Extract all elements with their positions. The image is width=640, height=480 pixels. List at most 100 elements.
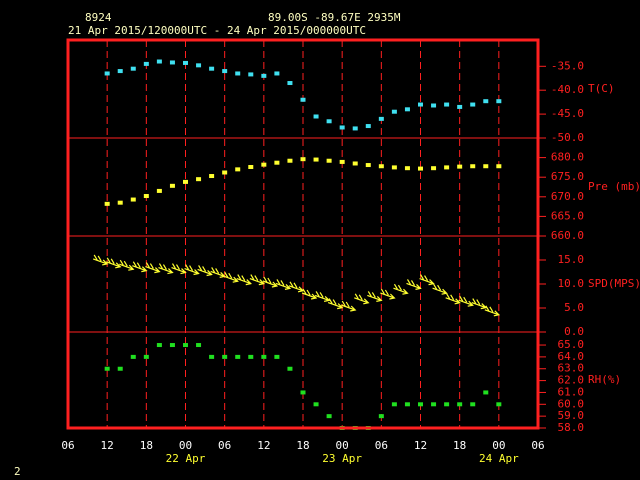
y-tick-label: 5.0: [564, 301, 584, 314]
data-point: [470, 402, 476, 407]
data-point: [313, 114, 319, 119]
y-tick-label: -40.0: [551, 83, 584, 96]
data-point: [287, 158, 293, 163]
data-point: [391, 109, 397, 114]
x-tick-label: 00: [492, 439, 505, 452]
data-point: [130, 66, 136, 71]
data-point: [483, 99, 489, 104]
period: 21 Apr 2015/120000UTC - 24 Apr 2015/0000…: [68, 24, 366, 37]
data-point: [418, 402, 423, 407]
data-point: [457, 402, 463, 407]
wind-barb: [354, 293, 370, 305]
data-point: [431, 166, 437, 171]
x-tick-label: 06: [61, 439, 74, 452]
wind-barb: [341, 300, 357, 312]
wind-barb: [158, 263, 174, 275]
data-point: [326, 414, 332, 419]
data-point: [274, 354, 280, 359]
wind-barb: [92, 254, 109, 266]
wind-barb: [262, 276, 279, 288]
data-point: [156, 188, 162, 193]
data-point: [235, 354, 241, 359]
data-point: [196, 177, 202, 182]
wind-barb: [223, 271, 239, 283]
data-point: [444, 102, 450, 107]
x-tick-label: 00: [179, 439, 192, 452]
data-point: [183, 343, 188, 348]
x-tick-label: 18: [296, 439, 309, 452]
data-point: [117, 200, 123, 205]
data-point: [404, 166, 410, 171]
y-tick-label: 665.0: [551, 209, 584, 222]
y-tick-label: 680.0: [551, 151, 584, 164]
data-point: [352, 161, 358, 166]
data-point: [483, 390, 489, 395]
x-tick-label: 06: [218, 439, 231, 452]
data-point: [248, 165, 254, 170]
data-point: [418, 102, 423, 107]
data-point: [378, 116, 384, 121]
data-point: [104, 366, 110, 371]
data-point: [248, 354, 254, 359]
data-point: [117, 366, 123, 371]
x-tick-label: 18: [140, 439, 153, 452]
data-point: [169, 60, 175, 65]
data-point: [313, 402, 319, 407]
y-tick-label: 65.0: [558, 338, 585, 351]
data-point: [261, 354, 267, 359]
wind-barb: [406, 279, 422, 290]
data-point: [183, 179, 188, 184]
y-tick-label: 10.0: [558, 277, 585, 290]
y-axis-label: SPD(MPS): [588, 277, 640, 290]
data-point: [235, 71, 241, 76]
data-point: [274, 160, 280, 165]
data-point: [156, 59, 162, 64]
data-point: [470, 102, 476, 107]
wind-barb: [184, 264, 200, 276]
wind-barb: [171, 263, 187, 275]
data-point: [183, 60, 188, 65]
data-point: [391, 165, 397, 170]
data-point: [209, 66, 215, 71]
wind-barb: [301, 288, 318, 300]
data-point: [117, 69, 123, 74]
data-point: [261, 162, 267, 167]
data-point: [209, 174, 215, 179]
data-point: [169, 343, 175, 348]
y-tick-label: 15.0: [558, 253, 585, 266]
data-point: [339, 125, 345, 130]
data-point: [391, 402, 397, 407]
data-point: [404, 402, 410, 407]
data-point: [326, 119, 332, 124]
wind-barb: [419, 274, 435, 286]
wind-barb: [106, 257, 122, 269]
data-point: [209, 354, 215, 359]
data-point: [261, 73, 267, 78]
data-point: [365, 124, 371, 129]
wind-barb: [367, 291, 383, 302]
data-point: [130, 197, 136, 202]
wind-barb: [275, 279, 292, 290]
data-point: [287, 81, 293, 86]
y-tick-label: 58.0: [558, 421, 585, 434]
wind-barb: [197, 265, 213, 277]
y-tick-label: 660.0: [551, 229, 584, 242]
data-point: [104, 201, 110, 206]
data-point: [222, 69, 228, 74]
y-tick-label: 63.0: [558, 362, 585, 375]
wind-barb: [314, 291, 331, 302]
station-location: 89.00S -89.67E 2935M: [268, 11, 401, 24]
y-tick-label: 61.0: [558, 385, 585, 398]
data-point: [365, 163, 371, 168]
data-point: [496, 99, 502, 104]
y-tick-label: -45.0: [551, 107, 584, 120]
x-tick-label: 12: [414, 439, 427, 452]
wind-barb: [210, 267, 226, 278]
x-tick-label: 06: [375, 439, 388, 452]
data-point: [431, 402, 437, 407]
data-point: [222, 170, 228, 175]
data-point: [196, 343, 202, 348]
wind-barb: [327, 298, 344, 310]
data-point: [300, 97, 306, 102]
data-point: [352, 126, 358, 131]
